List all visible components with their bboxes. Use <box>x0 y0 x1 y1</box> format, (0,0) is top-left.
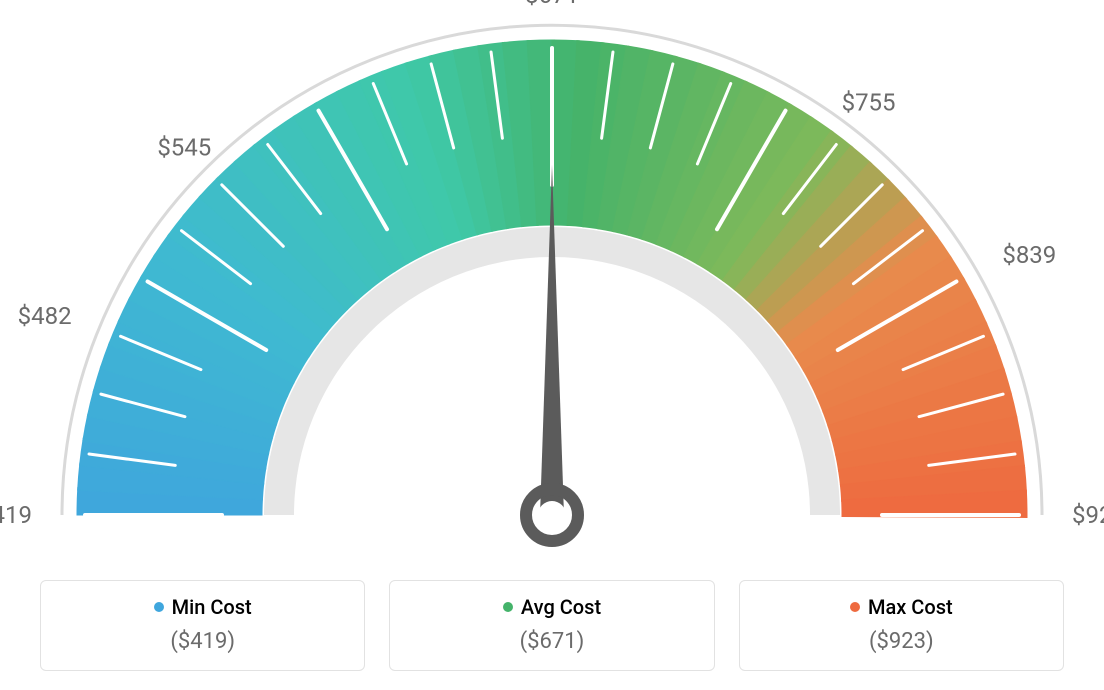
legend-value-min: ($419) <box>51 629 354 654</box>
legend-dot-min <box>154 602 164 612</box>
legend-value-max: ($923) <box>750 629 1053 654</box>
legend-label-avg: Avg Cost <box>521 595 601 619</box>
legend-dot-max <box>850 602 860 612</box>
legend-value-avg: ($671) <box>400 629 703 654</box>
legend-card-avg: Avg Cost ($671) <box>389 580 714 671</box>
legend-label-min: Min Cost <box>172 595 252 619</box>
svg-text:$545: $545 <box>157 133 211 161</box>
gauge-chart: $419 $482 $545 $671 $755 $839 $923 <box>0 0 1104 560</box>
svg-text:$755: $755 <box>842 88 896 116</box>
legend-card-min: Min Cost ($419) <box>40 580 365 671</box>
svg-text:$839: $839 <box>1002 241 1056 269</box>
svg-text:$482: $482 <box>18 302 72 330</box>
chart-container: $419 $482 $545 $671 $755 $839 $923 Min Cost ($… <box>0 0 1104 690</box>
legend-card-max: Max Cost ($923) <box>739 580 1064 671</box>
svg-text:$671: $671 <box>525 0 579 9</box>
legend-row: Min Cost ($419) Avg Cost ($671) Max Cost… <box>0 580 1104 671</box>
svg-text:$923: $923 <box>1072 501 1104 529</box>
legend-title-avg: Avg Cost <box>503 595 601 619</box>
legend-title-max: Max Cost <box>850 595 953 619</box>
svg-text:$419: $419 <box>0 501 32 529</box>
legend-title-min: Min Cost <box>154 595 252 619</box>
legend-label-max: Max Cost <box>868 595 953 619</box>
legend-dot-avg <box>503 602 513 612</box>
